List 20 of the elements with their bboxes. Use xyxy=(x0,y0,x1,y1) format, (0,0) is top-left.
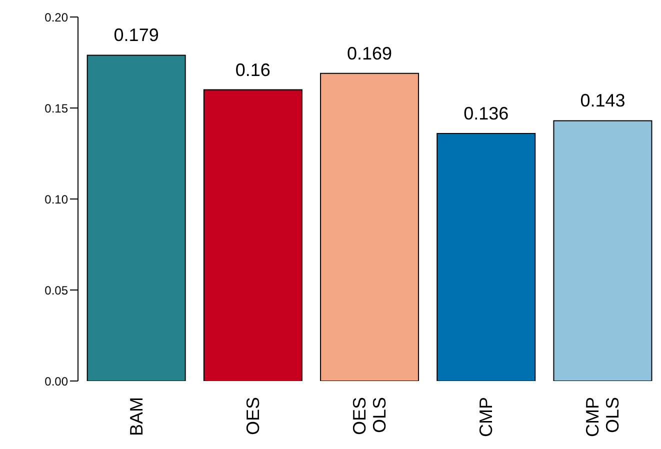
x-tick-label: BAM xyxy=(126,397,146,436)
data-label: 0.136 xyxy=(464,103,509,124)
y-tick-label: 0.00 xyxy=(44,374,68,388)
data-label: 0.169 xyxy=(347,43,392,64)
x-tick-label: OES xyxy=(242,397,263,436)
x-tick-label: CMP OLS xyxy=(582,397,623,437)
data-label: 0.143 xyxy=(580,90,626,111)
bar xyxy=(86,54,186,381)
x-tick-label: CMP xyxy=(476,397,496,437)
x-tick-label: OES OLS xyxy=(350,397,390,436)
bar xyxy=(320,72,420,381)
bar xyxy=(436,132,536,381)
y-tick-label: 0.05 xyxy=(44,283,68,298)
y-tick-label: 0.20 xyxy=(44,10,68,24)
bar xyxy=(203,89,302,381)
data-label: 0.179 xyxy=(114,25,159,46)
y-tick-label: 0.15 xyxy=(44,101,68,116)
y-tick-label: 0.10 xyxy=(44,192,68,206)
data-label: 0.16 xyxy=(235,60,270,80)
bar xyxy=(553,120,652,381)
